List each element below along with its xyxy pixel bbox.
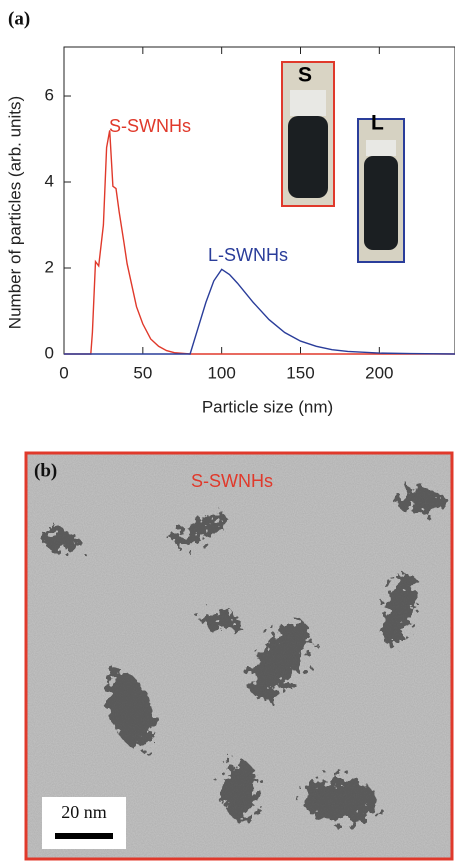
y-tick-label: 2: [45, 257, 54, 276]
scale-bar-label: 20 nm: [61, 802, 107, 822]
x-axis-label: Particle size (nm): [202, 397, 333, 416]
y-tick-label: 0: [45, 343, 54, 362]
panel-label: (b): [34, 460, 57, 481]
series-label: S-SWNHs: [109, 116, 191, 136]
image-label: S-SWNHs: [191, 471, 273, 491]
x-tick-label: 50: [133, 363, 152, 382]
series-line: [64, 268, 455, 355]
inset-label: S: [298, 64, 312, 87]
x-tick-label: 100: [207, 363, 235, 382]
plot: 0 50 100 150 200 0 2 4 6 Particle size (nm) Number…: [5, 46, 455, 416]
series-line: [64, 130, 455, 355]
y-axis-label: Number of particles (arb. units): [5, 96, 24, 329]
series-label: L-SWNHs: [208, 245, 288, 265]
vial-inset: S L: [281, 61, 405, 263]
micrograph: (b) S-SWNHs 20 nm: [24, 451, 454, 861]
x-tick-label: 150: [286, 363, 314, 382]
y-tick-label: 4: [45, 171, 54, 190]
x-tick-label: 200: [365, 363, 393, 382]
panel-label: (a): [8, 8, 30, 29]
y-tick-label: 6: [45, 86, 54, 105]
x-tick-label: 0: [59, 363, 68, 382]
scale-bar: [55, 833, 113, 839]
inset-label: L: [371, 112, 384, 135]
